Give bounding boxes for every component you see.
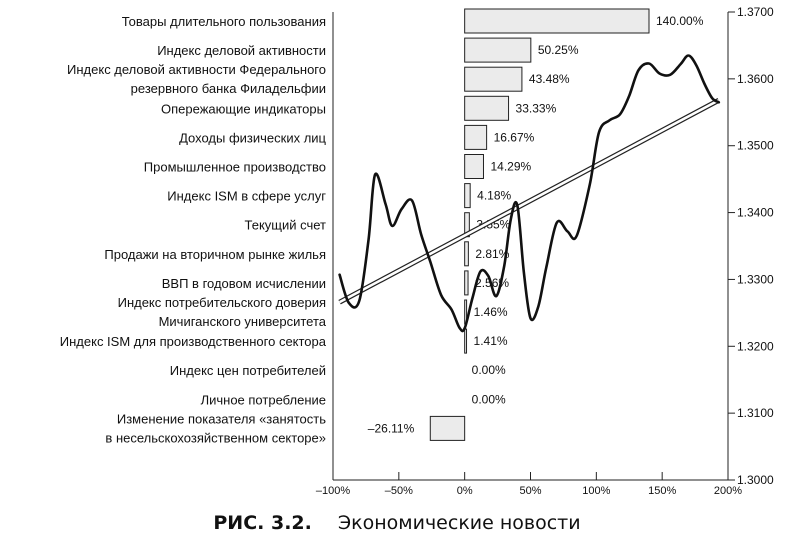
category-label: в несельскохозяйственном секторе»	[105, 430, 326, 445]
y2-tick-label: 1.3300	[737, 272, 774, 286]
x-tick-label: 0%	[457, 485, 473, 497]
x-axis: –100% –50% 0% 50% 100% 150% 200%	[316, 472, 742, 497]
bar-value-label: 4.18%	[477, 189, 511, 203]
figure-number: РИС. 3.2.	[213, 512, 312, 534]
x-tick-label: –100%	[316, 485, 350, 497]
x-tick-label: 50%	[519, 485, 541, 497]
bar-value-label: 140.00%	[656, 14, 704, 28]
bar-value-label: 2.81%	[475, 247, 509, 261]
y2-tick-label: 1.3100	[737, 406, 774, 420]
bar	[429, 415, 466, 441]
price-line	[338, 54, 721, 333]
bar	[464, 124, 488, 150]
category-labels-layer: Товары длительного пользования Индекс дел…	[60, 14, 327, 445]
bar	[464, 270, 469, 296]
category-label: Продажи на вторичном рынке жилья	[104, 247, 326, 262]
category-label: Индекс деловой активности Федерального	[67, 62, 326, 77]
x-tick-label: 150%	[648, 485, 676, 497]
category-label: Изменение показателя «занятость	[117, 411, 326, 426]
bar-labels-layer: 140.00% 50.25% 43.48% 33.33% 16.67% 14.29% 4.1…	[368, 14, 704, 435]
price-line-layer	[338, 54, 721, 333]
y2-tick-label: 1.3600	[737, 72, 774, 86]
category-label: Индекс деловой активности	[157, 43, 326, 58]
category-label: Индекс потребительского доверия	[118, 295, 326, 310]
category-label: Мичиганского университета	[159, 314, 327, 329]
category-label: Текущий счет	[245, 218, 327, 233]
y2-tick-label: 1.3200	[737, 339, 774, 353]
bar-value-label: 14.29%	[490, 160, 531, 174]
bar-value-label: 16.67%	[494, 130, 535, 144]
bar-value-label: 1.41%	[474, 334, 508, 348]
x-tick-label: 100%	[582, 485, 610, 497]
category-label: Личное потребление	[201, 392, 326, 407]
bar	[464, 66, 523, 92]
bar	[464, 8, 650, 34]
bar-value-label: 50.25%	[538, 43, 579, 57]
bar	[464, 183, 471, 209]
category-label: Индекс цен потребителей	[170, 363, 326, 378]
x-tick-label: –50%	[385, 485, 413, 497]
category-label: Индекс ISM для производственного сектора	[60, 334, 327, 349]
category-label: Опережающие индикаторы	[161, 101, 326, 116]
bar-value-label: 0.00%	[472, 392, 506, 406]
y2-tick-label: 1.3700	[737, 5, 774, 19]
bar	[464, 328, 468, 354]
y2-tick-label: 1.3000	[737, 473, 774, 487]
bar-value-label: 33.33%	[516, 101, 557, 115]
right-y-axis: 1.3000 1.3100 1.3200 1.3300 1.3400 1.3500 1.36…	[728, 5, 774, 487]
category-label: Промышленное производство	[144, 160, 326, 175]
economic-news-chart: –100% –50% 0% 50% 100% 150% 200% 1.30001.31001…	[60, 5, 774, 497]
figure-caption: РИС. 3.2. Экономические новости	[0, 512, 794, 534]
category-label: ВВП в годовом исчислении	[162, 276, 326, 291]
category-label: резервного банка Филадельфии	[131, 81, 326, 96]
bar-value-label: 43.48%	[529, 72, 570, 86]
bar	[464, 95, 510, 121]
bar	[464, 154, 484, 179]
y2-tick-label: 1.3500	[737, 139, 774, 153]
y2-tick-label: 1.3400	[737, 206, 774, 220]
bar	[464, 37, 532, 63]
bar-value-label: 0.00%	[472, 363, 506, 377]
bar-value-label: 1.46%	[474, 305, 508, 319]
category-label: Доходы физических лиц	[179, 130, 326, 145]
x-tick-label: 200%	[714, 485, 742, 497]
category-label: Товары длительного пользования	[122, 14, 326, 29]
bar	[464, 241, 469, 267]
bar-value-label: 3.55%	[476, 218, 510, 232]
category-label: Индекс ISM в сфере услуг	[167, 189, 326, 204]
trend-channel-inner	[338, 99, 720, 304]
figure-title: Экономические новости	[337, 512, 581, 534]
bars-layer	[429, 8, 650, 441]
bar-value-label: –26.11%	[368, 421, 415, 435]
